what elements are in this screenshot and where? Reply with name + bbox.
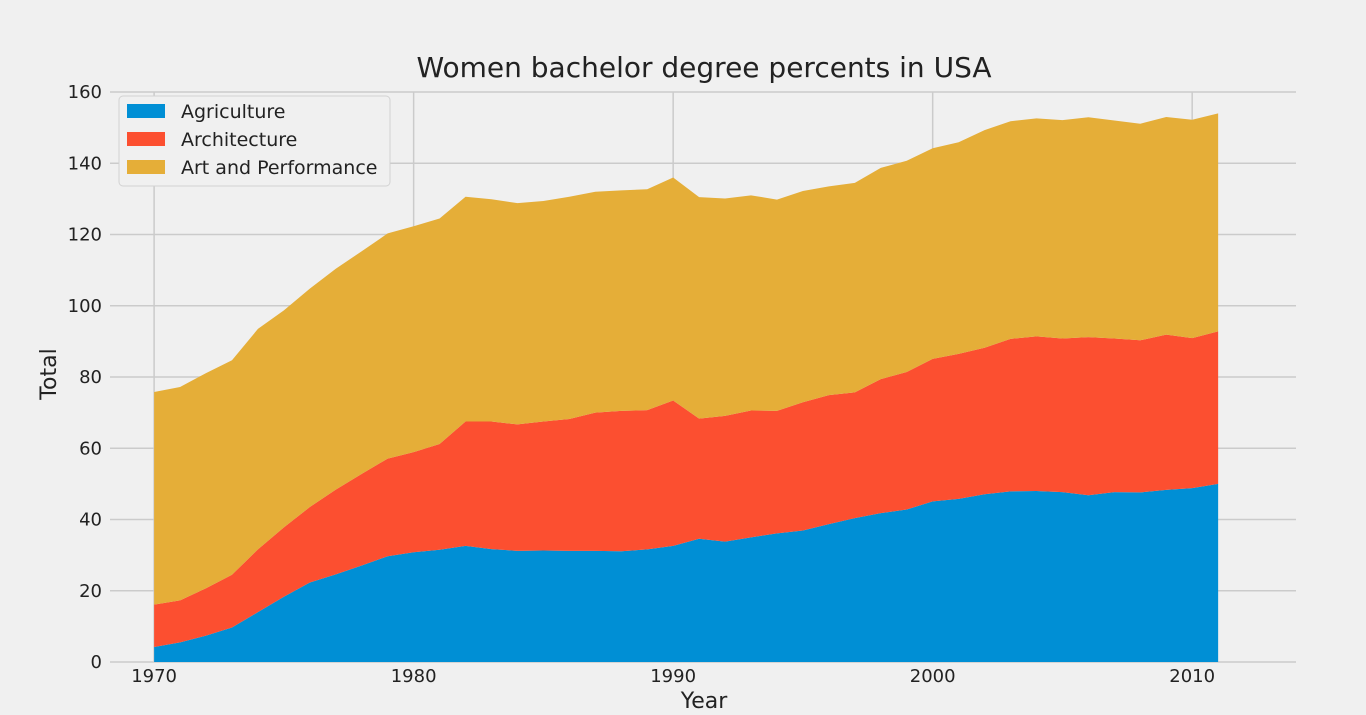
legend-swatch-art-and-performance [127,160,165,174]
x-axis-title: Year [680,689,729,711]
y-axis-title: Total [37,348,62,400]
y-tick-label: 120 [68,225,102,246]
x-tick-label: 1990 [650,666,696,687]
x-tick-label: 1970 [131,666,177,687]
y-tick-label: 60 [79,438,102,459]
legend-swatch-agriculture [127,104,165,118]
y-tick-label: 100 [68,296,102,317]
areas [154,113,1219,662]
legend-label-architecture: Architecture [181,129,297,151]
x-tick-label: 2010 [1169,666,1215,687]
x-tick-label: 1980 [391,666,437,687]
y-tick-label: 140 [68,153,102,174]
y-tick-label: 0 [91,652,102,673]
legend: Agriculture Architecture Art and Performan… [118,95,391,187]
legend-box [118,95,391,187]
y-tick-label: 160 [68,82,102,103]
area-series-agriculture [154,483,1219,662]
ticks: 0 20 40 60 80 100 120 140 160 1970 1980 1990 2000 201… [68,82,1215,687]
legend-swatch-architecture [127,132,165,146]
y-tick-label: 40 [79,510,102,531]
area-series-architecture [154,331,1219,648]
x-tick-label: 2000 [910,666,956,687]
legend-label-art-and-performance: Art and Performance [181,157,378,179]
chart-title: Women bachelor degree percents in USA [416,51,991,84]
legend-label-agriculture: Agriculture [181,101,286,123]
y-tick-label: 80 [79,367,102,388]
y-tick-label: 20 [79,581,102,602]
area-series-art-and-performance [154,113,1219,605]
